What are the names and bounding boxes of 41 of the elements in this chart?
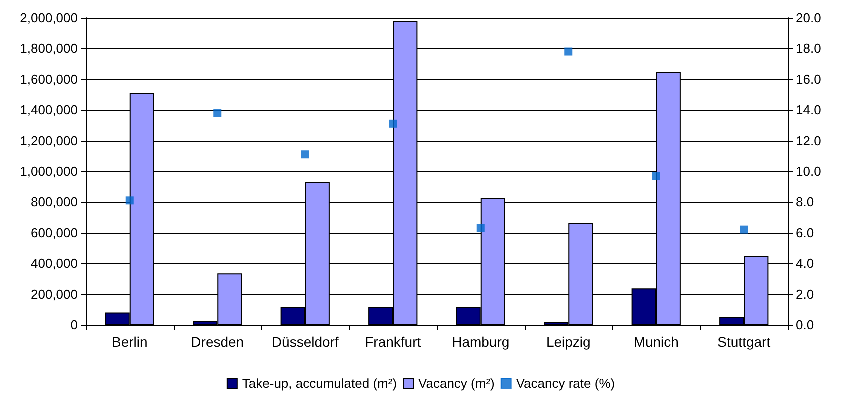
y-tick-label: 1,000,000 — [20, 164, 78, 179]
legend-label: Vacancy rate (%) — [516, 376, 616, 391]
legend-label: Vacancy (m²) — [418, 376, 495, 391]
x-tick-label: Leipzig — [546, 334, 591, 350]
point — [301, 150, 310, 159]
y2-tick-label: 10.0 — [796, 164, 822, 179]
y2-tick-label: 18.0 — [796, 41, 822, 56]
y2-tick-label: 8.0 — [796, 194, 814, 210]
point — [389, 120, 398, 128]
point — [126, 196, 134, 205]
y-tick-label: 1,400,000 — [20, 102, 78, 118]
y2-tick-label: 0.0 — [796, 318, 814, 332]
x-tick-label: Düsseldorf — [272, 334, 339, 350]
y2-tick-label: 6.0 — [796, 225, 814, 240]
x-tick-label: Dresden — [191, 334, 244, 350]
y-tick-label: 800,000 — [31, 194, 78, 210]
x-tick-label: Frankfurt — [365, 334, 422, 350]
y-tick-label: 600,000 — [31, 225, 78, 240]
y2-tick-label: 4.0 — [796, 256, 814, 272]
y-tick-label: 2,000,000 — [20, 10, 78, 26]
x-tick-label: Hamburg — [452, 334, 510, 350]
point — [652, 172, 660, 180]
y2-tick-label: 12.0 — [796, 133, 822, 148]
point — [740, 226, 748, 234]
x-tick-label: Stuttgart — [718, 334, 771, 350]
y-tick-label: 400,000 — [31, 256, 78, 272]
y-tick-label: 1,600,000 — [20, 72, 78, 87]
point — [564, 48, 573, 56]
y2-tick-label: 14.0 — [796, 102, 822, 118]
x-tick-label: Berlin — [112, 334, 148, 350]
y2-tick-label: 20.0 — [796, 10, 822, 26]
y-tick-label: 0 — [70, 318, 78, 332]
point — [214, 109, 222, 118]
point — [476, 224, 485, 232]
x-tick-label: Munich — [634, 334, 679, 350]
y2-tick-label: 16.0 — [796, 72, 822, 87]
y-tick-label: 1,800,000 — [20, 41, 78, 56]
y-tick-label: 200,000 — [31, 286, 78, 302]
y2-tick-label: 2.0 — [796, 286, 814, 302]
legend-label: Take-up, accumulated (m²) — [242, 376, 398, 391]
y-tick-label: 1,200,000 — [20, 133, 78, 148]
